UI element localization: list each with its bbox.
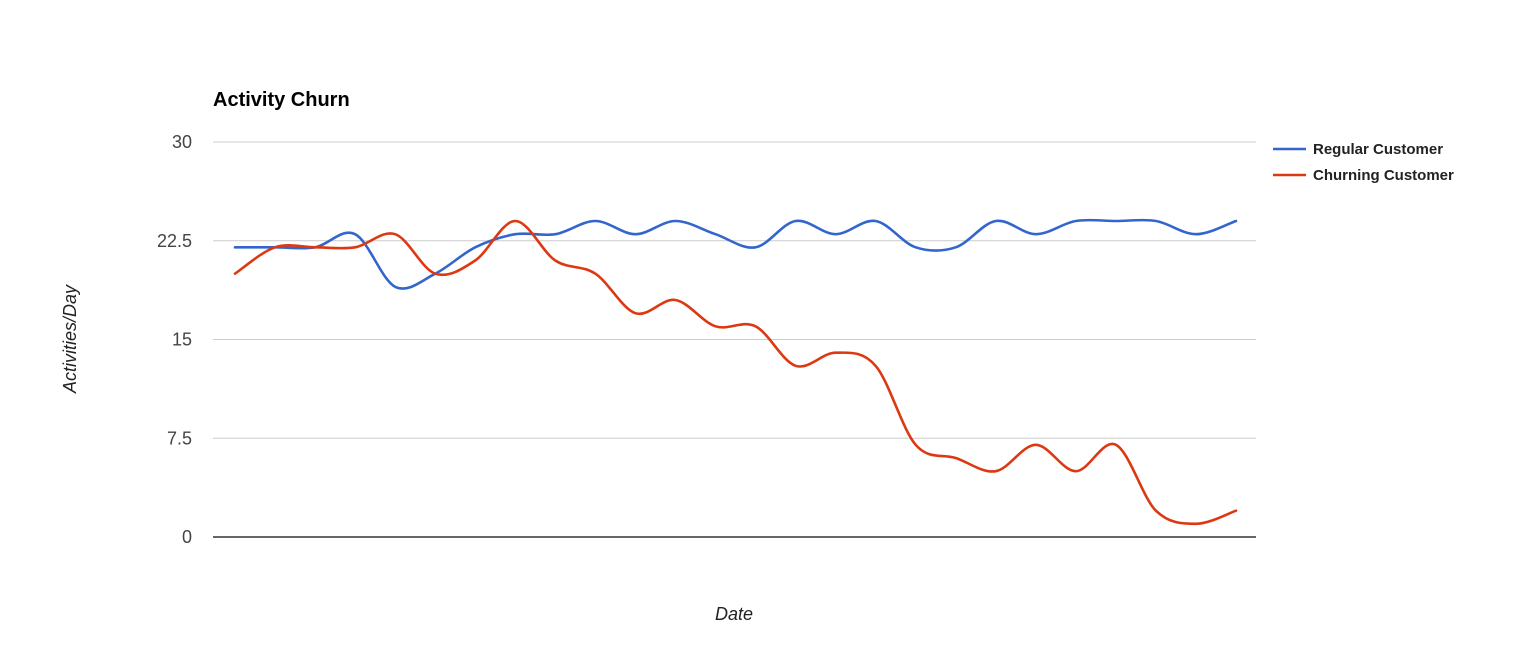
y-axis-ticks: 30 22.5 15 7.5 0 [157,132,192,547]
series-lines [233,218,1238,526]
legend: Regular Customer Churning Customer [1273,141,1454,184]
legend-item-churning[interactable]: Churning Customer [1273,167,1454,184]
series-line-regular-customer[interactable] [233,218,1238,290]
series-line-churning-customer[interactable] [233,219,1238,526]
x-axis-title: Date [715,604,753,624]
legend-label-churning: Churning Customer [1313,167,1454,184]
y-tick-label: 30 [172,132,192,152]
gridlines [213,141,1256,439]
legend-label-regular: Regular Customer [1313,141,1443,158]
y-tick-label: 7.5 [167,428,192,448]
y-tick-label: 0 [182,527,192,547]
legend-item-regular[interactable]: Regular Customer [1273,141,1443,158]
y-axis-title: Activities/Day [60,284,80,394]
y-tick-label: 22.5 [157,231,192,251]
chart-title: Activity Churn [213,89,350,111]
y-tick-label: 15 [172,330,192,350]
